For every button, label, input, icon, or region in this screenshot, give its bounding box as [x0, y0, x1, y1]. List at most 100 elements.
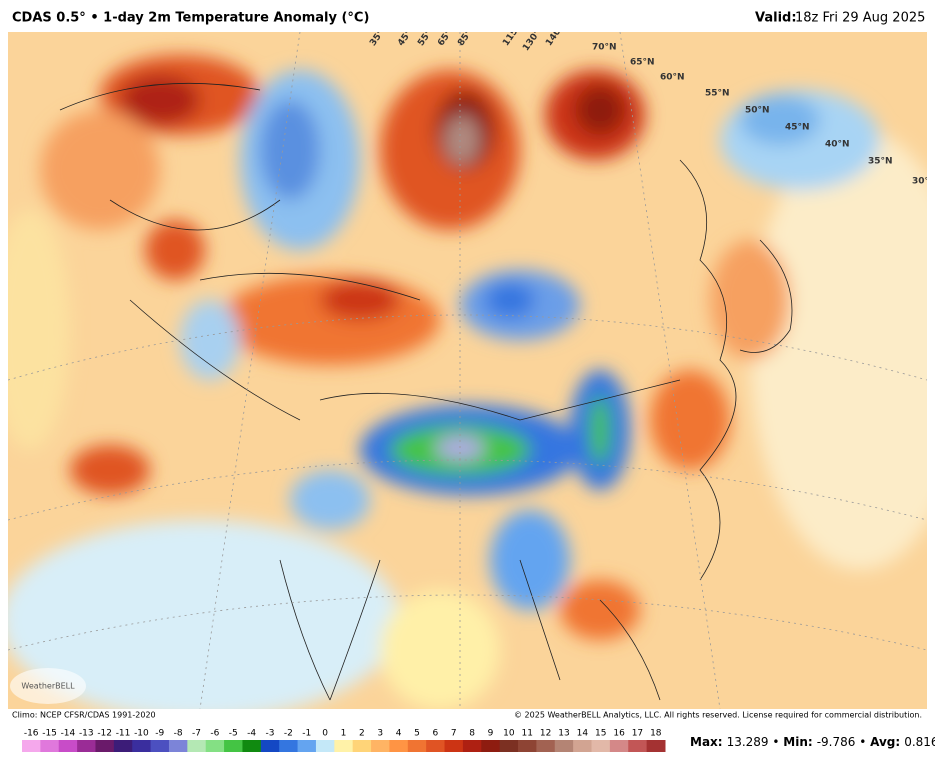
- legend-tick-label: 2: [359, 729, 365, 739]
- legend-tick-label: 4: [396, 729, 402, 739]
- legend-swatch: [95, 740, 115, 752]
- legend-swatch: [113, 740, 133, 752]
- legend-tick-label: 13: [558, 729, 569, 739]
- stat-value: -9.786: [817, 735, 856, 749]
- legend-tick-label: -1: [302, 729, 311, 739]
- legend-swatch: [77, 740, 96, 752]
- legend-tick-label: 5: [414, 729, 420, 739]
- stat-label: Avg:: [870, 735, 900, 749]
- legend-swatch: [518, 740, 537, 752]
- legend-swatch: [150, 740, 170, 752]
- legend-swatch: [426, 740, 446, 752]
- legend-swatch: [224, 740, 243, 752]
- stats-separator: •: [855, 735, 870, 749]
- legend-swatch: [334, 740, 354, 752]
- legend-swatch: [481, 740, 501, 752]
- stats-separator: •: [769, 735, 784, 749]
- legend-tick-label: 17: [632, 729, 643, 739]
- lat-label: 55°N: [705, 89, 730, 99]
- legend-swatch: [58, 740, 78, 752]
- copyright: © 2025 WeatherBELL Analytics, LLC. All r…: [514, 711, 922, 720]
- legend-tick-label: -5: [229, 729, 238, 739]
- legend-tick-label: 8: [469, 729, 475, 739]
- legend-tick-label: 9: [488, 729, 494, 739]
- logo: WeatherBELL: [21, 682, 75, 691]
- legend-tick-label: 1: [341, 729, 347, 739]
- legend-tick-label: 11: [521, 729, 532, 739]
- climo-note: Climo: NCEP CFSR/CDAS 1991-2020: [12, 711, 156, 720]
- legend-tick-label: 6: [432, 729, 438, 739]
- lat-label: 35°N: [868, 157, 893, 167]
- anomaly-field: [8, 55, 927, 709]
- stats: Max: 13.289 • Min: -9.786 • Avg: 0.816: [690, 735, 935, 749]
- legend-swatch: [22, 740, 41, 752]
- lat-label: 50°N: [745, 106, 770, 116]
- legend-swatch: [205, 740, 225, 752]
- legend-swatch: [407, 740, 427, 752]
- legend-tick-label: 14: [577, 729, 589, 739]
- legend-swatch: [352, 740, 372, 752]
- legend-tick-label: -16: [24, 729, 39, 739]
- legend-swatch: [242, 740, 262, 752]
- legend-swatch: [462, 740, 482, 752]
- legend-tick-label: 7: [451, 729, 457, 739]
- legend-tick-label: -7: [192, 729, 201, 739]
- stat-value: 13.289: [727, 735, 769, 749]
- legend-tick-label: -12: [97, 729, 112, 739]
- stat-label: Min:: [783, 735, 812, 749]
- legend-swatch: [609, 740, 629, 752]
- legend-swatch: [40, 740, 60, 752]
- legend-tick-label: -3: [266, 729, 275, 739]
- legend-swatch: [573, 740, 593, 752]
- legend-tick-label: -2: [284, 729, 293, 739]
- legend-tick-label: 15: [595, 729, 606, 739]
- legend-tick-label: -10: [134, 729, 149, 739]
- legend-tick-label: -13: [79, 729, 94, 739]
- legend-tick-label: 18: [650, 729, 662, 739]
- valid-label: Valid:: [755, 11, 797, 26]
- legend-swatch: [499, 740, 519, 752]
- lat-label: 65°N: [630, 58, 655, 68]
- legend-tick-label: -8: [174, 729, 183, 739]
- legend-tick-label: 16: [613, 729, 625, 739]
- legend-swatch: [591, 740, 611, 752]
- title: CDAS 0.5° • 1-day 2m Temperature Anomaly…: [12, 11, 369, 26]
- lat-label: 70°N: [592, 43, 617, 53]
- stat-label: Max:: [690, 735, 723, 749]
- lat-label: 60°N: [660, 73, 685, 83]
- color-legend: -16 -15 -14 -13 -12 -11 -10 -9 -8 -7 -6 -5 -4 -3 -2 -1 0…: [22, 729, 666, 752]
- legend-tick-label: 0: [322, 729, 328, 739]
- legend-swatch: [628, 740, 648, 752]
- legend-swatch: [315, 740, 335, 752]
- lat-label: 40°N: [825, 140, 850, 150]
- stat-value: 0.816: [904, 735, 935, 749]
- legend-swatch: [168, 740, 188, 752]
- lat-label: 30°N: [912, 177, 935, 187]
- legend-tick-label: -6: [210, 729, 219, 739]
- legend-swatch: [389, 740, 409, 752]
- legend-tick-label: 12: [540, 729, 551, 739]
- legend-tick-label: -14: [61, 729, 76, 739]
- graticule: [8, 32, 927, 709]
- legend-swatch: [444, 740, 464, 752]
- logo-badge: [10, 668, 86, 704]
- legend-swatch: [132, 740, 152, 752]
- legend-swatch: [646, 740, 666, 752]
- legend-tick-label: -15: [42, 729, 57, 739]
- legend-swatch: [536, 740, 556, 752]
- legend-tick-label: -11: [116, 729, 131, 739]
- legend-tick-label: 10: [503, 729, 515, 739]
- legend-swatch: [279, 740, 299, 752]
- coastlines: [59, 82, 793, 701]
- legend-swatch: [297, 740, 317, 752]
- legend-swatch: [260, 740, 280, 752]
- lat-label: 45°N: [785, 123, 810, 133]
- valid-time: 18z Fri 29 Aug 2025: [795, 11, 925, 26]
- legend-tick-label: 3: [377, 729, 383, 739]
- legend-tick-label: -4: [247, 729, 256, 739]
- legend-swatch: [187, 740, 207, 752]
- legend-swatch: [371, 740, 390, 752]
